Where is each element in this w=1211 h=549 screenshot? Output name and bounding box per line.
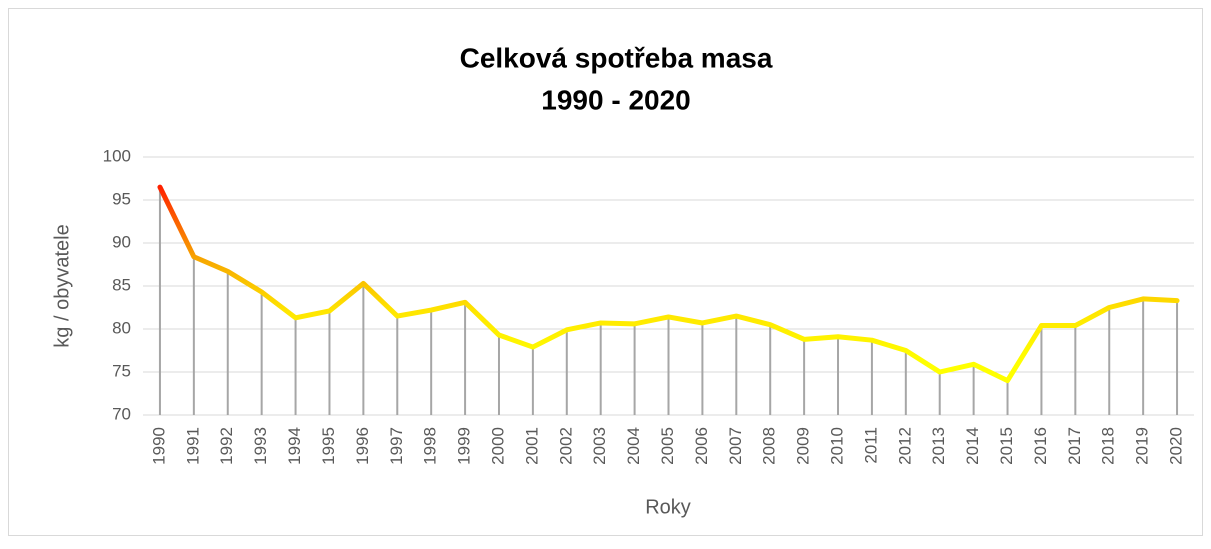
x-tick-label: 1993	[251, 427, 270, 465]
chart-border	[8, 8, 1203, 536]
x-tick-label: 2016	[1031, 427, 1050, 465]
y-tick-label: 75	[112, 361, 131, 380]
x-tick-label: 2007	[726, 427, 745, 465]
x-tick-label: 1994	[285, 427, 304, 465]
chart-title: Celková spotřeba masa	[460, 42, 773, 73]
x-tick-label: 2017	[1065, 427, 1084, 465]
x-tick-label: 1995	[319, 427, 338, 465]
x-tick-label: 2000	[488, 427, 507, 465]
x-tick-label: 2019	[1133, 427, 1152, 465]
x-tick-label: 2020	[1167, 427, 1186, 465]
x-tick-label: 2004	[624, 427, 643, 465]
x-tick-label: 1991	[183, 427, 202, 465]
x-tick-label: 2003	[590, 427, 609, 465]
x-tick-label: 1990	[149, 427, 168, 465]
chart-subtitle: 1990 - 2020	[541, 84, 690, 115]
x-tick-label: 2011	[861, 427, 880, 464]
x-tick-label: 2006	[692, 427, 711, 465]
data-line	[157, 184, 1180, 384]
y-tick-label: 80	[112, 318, 131, 337]
x-tick-label: 2009	[794, 427, 813, 465]
x-tick-label: 2014	[963, 427, 982, 465]
y-axis-label: kg / obyvatele	[51, 224, 73, 347]
x-tick-label: 2012	[895, 427, 914, 465]
x-tick-label: 2005	[658, 427, 677, 465]
x-tick-label: 2013	[929, 427, 948, 465]
x-tick-label: 2008	[760, 427, 779, 465]
x-tick-label: 1997	[387, 427, 406, 465]
x-tick-label: 1999	[455, 427, 474, 465]
y-tick-label: 90	[112, 232, 131, 251]
x-tick-label: 1996	[353, 427, 372, 465]
y-tick-label: 85	[112, 275, 131, 294]
x-tick-label: 1992	[217, 427, 236, 465]
y-tick-label: 95	[112, 189, 131, 208]
x-axis-label: Roky	[645, 496, 691, 518]
y-tick-label: 70	[112, 404, 131, 423]
x-tick-label: 2002	[556, 427, 575, 465]
x-tick-label: 2010	[828, 427, 847, 465]
x-tick-label: 2015	[997, 427, 1016, 465]
x-tick-label: 1998	[421, 427, 440, 465]
y-tick-label: 100	[103, 146, 131, 165]
x-tick-label: 2001	[522, 427, 541, 465]
x-tick-label: 2018	[1099, 427, 1118, 465]
